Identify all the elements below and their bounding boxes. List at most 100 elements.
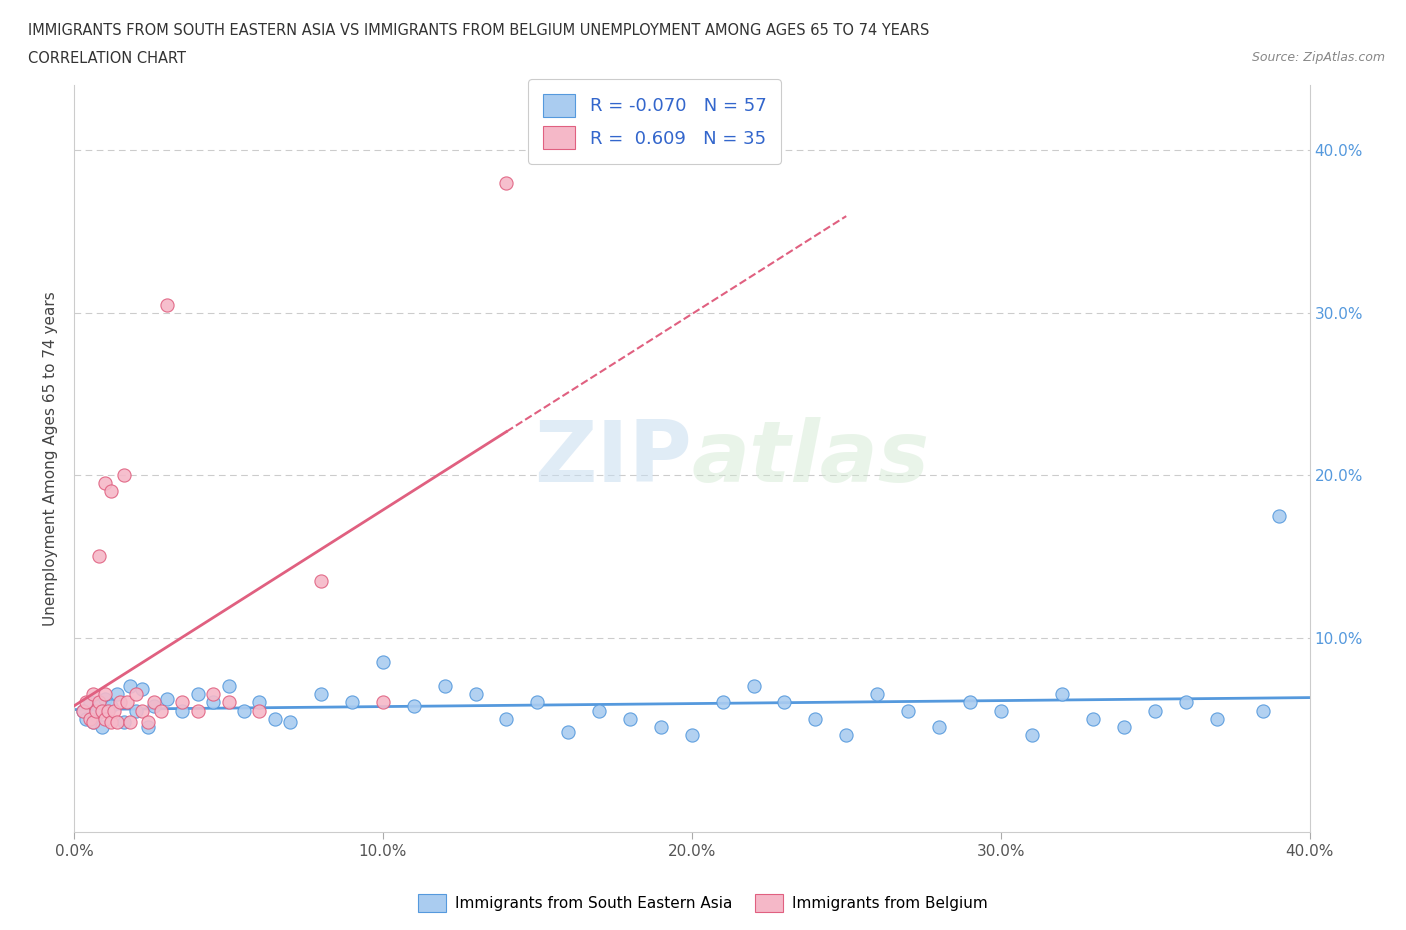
Legend: R = -0.070   N = 57, R =  0.609   N = 35: R = -0.070 N = 57, R = 0.609 N = 35 — [529, 79, 782, 164]
Point — [118, 679, 141, 694]
Text: ZIP: ZIP — [534, 418, 692, 500]
Point — [105, 687, 128, 702]
Point — [97, 703, 120, 718]
Point — [1267, 509, 1289, 524]
Point — [149, 703, 172, 718]
Point — [619, 711, 641, 726]
Point — [371, 655, 394, 670]
Text: IMMIGRANTS FROM SOUTH EASTERN ASIA VS IMMIGRANTS FROM BELGIUM UNEMPLOYMENT AMONG: IMMIGRANTS FROM SOUTH EASTERN ASIA VS IM… — [28, 23, 929, 38]
Point — [526, 695, 548, 710]
Point — [495, 711, 517, 726]
Point — [433, 679, 456, 694]
Point — [202, 695, 225, 710]
Point — [112, 714, 135, 729]
Point — [72, 703, 94, 718]
Point — [115, 695, 138, 710]
Point — [340, 695, 363, 710]
Point — [1114, 720, 1136, 735]
Point — [84, 703, 107, 718]
Point — [90, 720, 112, 735]
Point — [172, 695, 194, 710]
Point — [94, 476, 117, 491]
Point — [82, 714, 104, 729]
Point — [72, 703, 94, 718]
Point — [187, 703, 209, 718]
Point — [82, 714, 104, 729]
Point — [711, 695, 734, 710]
Point — [1083, 711, 1105, 726]
Point — [1175, 695, 1198, 710]
Point — [681, 727, 703, 742]
Point — [87, 549, 110, 564]
Point — [959, 695, 981, 710]
Point — [202, 687, 225, 702]
Point — [143, 698, 166, 713]
Point — [1205, 711, 1227, 726]
Legend: Immigrants from South Eastern Asia, Immigrants from Belgium: Immigrants from South Eastern Asia, Immi… — [412, 888, 994, 918]
Point — [110, 695, 132, 710]
Point — [82, 687, 104, 702]
Point — [187, 687, 209, 702]
Point — [1251, 703, 1274, 718]
Point — [94, 687, 117, 702]
Point — [263, 711, 285, 726]
Point — [1144, 703, 1167, 718]
Point — [1052, 687, 1074, 702]
Point — [87, 698, 110, 713]
Point — [100, 714, 122, 729]
Point — [131, 682, 153, 697]
Point — [75, 695, 97, 710]
Point — [136, 720, 159, 735]
Point — [464, 687, 486, 702]
Point — [105, 714, 128, 729]
Point — [495, 176, 517, 191]
Point — [804, 711, 827, 726]
Point — [897, 703, 920, 718]
Text: Source: ZipAtlas.com: Source: ZipAtlas.com — [1251, 51, 1385, 64]
Point — [371, 695, 394, 710]
Point — [136, 714, 159, 729]
Point — [103, 703, 125, 718]
Point — [1021, 727, 1043, 742]
Point — [588, 703, 610, 718]
Point — [125, 687, 148, 702]
Point — [156, 298, 179, 312]
Point — [79, 695, 101, 710]
Text: CORRELATION CHART: CORRELATION CHART — [28, 51, 186, 66]
Point — [247, 703, 270, 718]
Point — [742, 679, 765, 694]
Point — [773, 695, 796, 710]
Y-axis label: Unemployment Among Ages 65 to 74 years: Unemployment Among Ages 65 to 74 years — [44, 291, 58, 626]
Point — [990, 703, 1012, 718]
Point — [100, 698, 122, 713]
Point — [87, 695, 110, 710]
Point — [928, 720, 950, 735]
Point — [278, 714, 301, 729]
Point — [218, 695, 240, 710]
Point — [118, 714, 141, 729]
Point — [309, 573, 332, 588]
Point — [866, 687, 889, 702]
Point — [94, 692, 117, 707]
Point — [218, 679, 240, 694]
Point — [172, 703, 194, 718]
Point — [75, 711, 97, 726]
Point — [233, 703, 256, 718]
Point — [557, 724, 579, 739]
Point — [131, 703, 153, 718]
Point — [100, 484, 122, 498]
Point — [247, 695, 270, 710]
Point — [112, 468, 135, 483]
Point — [94, 711, 117, 726]
Point — [309, 687, 332, 702]
Text: atlas: atlas — [692, 418, 929, 500]
Point — [79, 711, 101, 726]
Point — [835, 727, 858, 742]
Point — [650, 720, 672, 735]
Point — [143, 695, 166, 710]
Point — [90, 703, 112, 718]
Point — [156, 692, 179, 707]
Point — [402, 698, 425, 713]
Point — [84, 708, 107, 723]
Point — [125, 703, 148, 718]
